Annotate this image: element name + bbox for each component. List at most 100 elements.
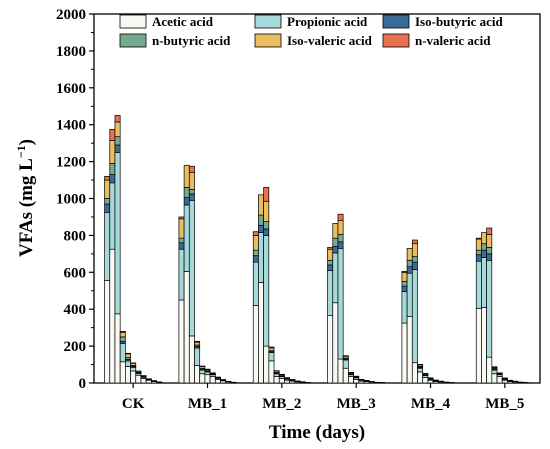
bar-segment-n-butyric-acid (114, 136, 121, 146)
bar-segment-iso-valeric-acid (114, 121, 121, 138)
bar-segment-propionic-acid (252, 261, 259, 306)
bar-segment-iso-butyric-acid (258, 224, 264, 233)
bar-segment-propionic-acid (114, 152, 121, 315)
legend: Acetic acid Propionic acid Iso-butyric aci… (119, 14, 504, 48)
bar-segment-propionic-acid (475, 260, 482, 309)
legend-item: n-valeric acid (382, 33, 491, 48)
bar-group-mb_1 (178, 164, 237, 384)
bar-segment-n-valeric-acid (178, 216, 185, 220)
bar-segment-n-valeric-acid (194, 340, 201, 343)
bar-segment-n-butyric-acid (104, 198, 111, 205)
x-tick-label: MB_2 (262, 396, 301, 412)
bar-segment-acetic-acid (491, 373, 498, 384)
bar-segment-iso-valeric-acid (411, 243, 418, 257)
legend-item: Iso-butyric acid (382, 14, 504, 29)
bar-segment-propionic-acid (411, 269, 418, 364)
bar-segment-iso-valeric-acid (406, 247, 413, 261)
bar-segment-propionic-acid (268, 352, 275, 362)
bar-segment-acetic-acid (104, 280, 111, 384)
bar-segment-acetic-acid (194, 365, 201, 384)
bar-segment-iso-valeric-acid (337, 220, 344, 235)
bar-segment-n-valeric-acid (188, 165, 195, 174)
y-axis: 0 200 400 600 800 1000 1200 1400 1600 1800 2000 (56, 7, 94, 392)
bar-segment-acetic-acid (114, 313, 121, 384)
bar-segment-acetic-acid (486, 356, 493, 384)
bar-segment-propionic-acid (130, 366, 137, 372)
y-tick-label: 2000 (56, 7, 86, 23)
bar-segment-propionic-acid (109, 182, 116, 250)
y-tick-label: 0 (79, 376, 87, 392)
bar-segment-n-valeric-acid (491, 366, 498, 368)
bar-segment-acetic-acid (422, 377, 429, 384)
bar-segment-acetic-acid (109, 248, 116, 384)
bar-segment-propionic-acid (178, 248, 185, 301)
bars-layer (104, 115, 534, 384)
bar-segment-propionic-acid (481, 257, 487, 308)
bar-segment-acetic-acid (199, 373, 206, 384)
y-tick-label: 200 (64, 339, 87, 355)
bar-group-ck (104, 115, 163, 384)
bar-segment-iso-butyric-acid (252, 255, 259, 263)
bar-segment-propionic-acid (194, 347, 201, 366)
bar-segment-acetic-acid (204, 374, 211, 384)
bar-segment-iso-valeric-acid (481, 232, 487, 245)
bar-segment-iso-valeric-acid (252, 235, 259, 251)
bar-segment-iso-butyric-acid (406, 266, 413, 274)
bar-segment-propionic-acid (406, 272, 413, 317)
bar-segment-iso-valeric-acid (125, 353, 131, 358)
bar-segment-propionic-acid (491, 369, 498, 375)
bar-segment-iso-butyric-acid (411, 261, 418, 270)
bar-segment-acetic-acid (496, 376, 503, 384)
bar-segment-propionic-acid (273, 373, 280, 377)
bar-segment-n-valeric-acid (342, 355, 349, 357)
bar-segment-n-butyric-acid (337, 234, 344, 243)
bar-segment-iso-valeric-acid (119, 331, 126, 338)
bar-segment-acetic-acid (119, 361, 126, 384)
y-tick-label: 400 (64, 302, 87, 318)
bar-segment-n-butyric-acid (188, 188, 195, 195)
bar-segment-acetic-acid (401, 322, 408, 384)
bar-segment-iso-butyric-acid (486, 253, 493, 261)
bar-segment-acetic-acid (342, 367, 349, 384)
bar-segment-propionic-acid (119, 342, 126, 363)
bar-segment-propionic-acid (401, 291, 408, 324)
bar-segment-n-valeric-acid (475, 237, 482, 240)
legend-swatch (382, 33, 410, 48)
bar-segment-propionic-acid (486, 259, 493, 358)
bar-segment-acetic-acid (252, 305, 259, 384)
legend-label: n-valeric acid (415, 33, 491, 48)
bar-segment-n-valeric-acid (119, 330, 126, 333)
bar-segment-acetic-acid (406, 316, 413, 384)
bar-segment-n-butyric-acid (178, 237, 185, 244)
bar-segment-acetic-acid (481, 307, 487, 384)
bar-segment-n-butyric-acid (119, 336, 126, 342)
bar-segment-n-butyric-acid (401, 281, 408, 287)
y-tick-label: 1000 (56, 192, 86, 208)
bar-segment-n-butyric-acid (258, 214, 264, 226)
bar-segment-iso-butyric-acid (114, 144, 121, 153)
bar-segment-n-valeric-acid (114, 115, 121, 123)
bar-group-mb_3 (327, 213, 386, 384)
bar-segment-iso-butyric-acid (337, 241, 344, 249)
bar-segment-acetic-acid (263, 345, 270, 384)
bar-segment-iso-butyric-acid (481, 249, 487, 258)
bar-segment-acetic-acid (278, 378, 285, 384)
x-tick-label: MB_5 (485, 396, 524, 412)
legend-swatch (254, 33, 282, 48)
bar-segment-n-butyric-acid (263, 221, 270, 230)
bar-segment-iso-valeric-acid (194, 341, 201, 346)
x-axis: CK MB_1 MB_2 MB_3 MB_4 MB_5 (122, 383, 524, 412)
bar-segment-acetic-acid (332, 302, 339, 384)
plot-area (93, 13, 541, 384)
bar-segment-iso-butyric-acid (178, 242, 185, 250)
bar-segment-propionic-acid (204, 371, 211, 376)
bar-segment-n-valeric-acid (104, 176, 111, 181)
bar-segment-iso-butyric-acid (327, 264, 334, 271)
bar-segment-propionic-acid (183, 204, 190, 272)
bar-segment-acetic-acid (145, 379, 152, 384)
bar-segment-iso-valeric-acid (401, 271, 408, 282)
legend-label: Acetic acid (152, 14, 214, 29)
bar-segment-iso-valeric-acid (183, 164, 190, 188)
bar-segment-n-butyric-acid (327, 259, 334, 266)
bar-segment-acetic-acid (258, 282, 264, 384)
